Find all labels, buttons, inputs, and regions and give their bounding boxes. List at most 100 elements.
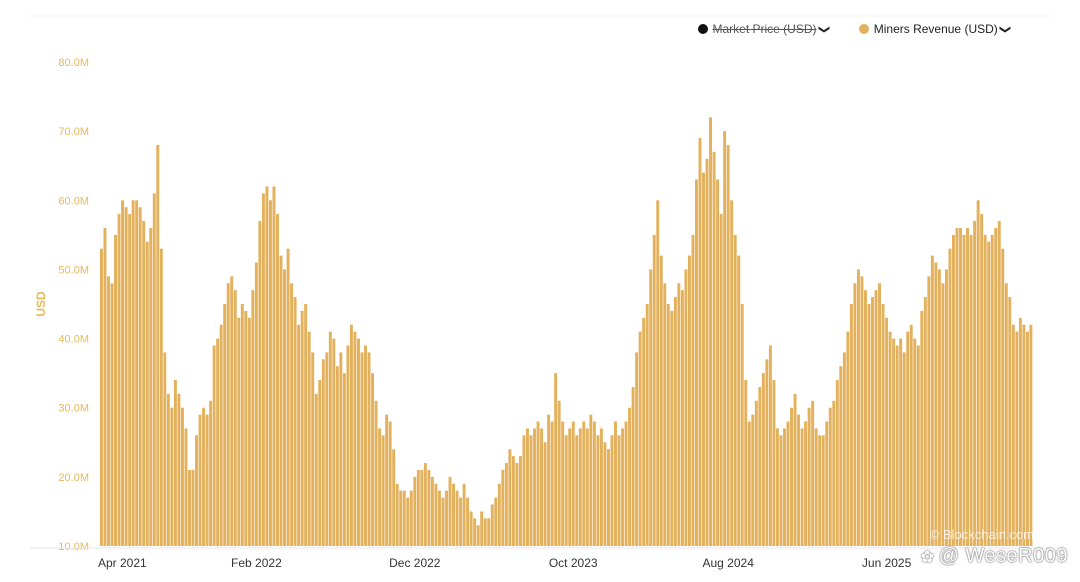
bar [709,117,713,546]
bar [416,469,420,546]
bar [589,414,593,546]
bar [853,283,857,546]
bar [434,483,438,546]
bar [606,449,610,546]
y-tick-label: 50.0M [58,264,89,276]
bar [420,469,424,546]
bar [670,310,674,546]
bar [395,483,399,546]
chevron-down-icon[interactable]: ❯ [817,24,830,34]
bar [1025,331,1029,546]
bar [117,214,121,547]
bar [1004,283,1008,546]
bar [1001,248,1005,546]
x-tick-label: Dec 2022 [389,556,441,570]
bar [624,421,628,546]
bar [360,352,364,546]
watermark-site: © Blockchain.com [929,527,1034,542]
bar [885,317,889,546]
bar [874,290,878,546]
bar [881,304,885,546]
legend-label-miners-revenue: Miners Revenue (USD) [873,22,998,36]
bar [346,345,350,546]
bar [272,186,276,546]
bar [860,276,864,546]
bar [652,234,656,547]
bar [135,200,139,547]
bar [578,428,582,546]
bar [430,476,434,546]
bar [599,428,603,546]
bar [490,504,494,546]
bar [378,428,382,546]
bar [536,421,540,546]
legend-item-market-price[interactable]: Market Price (USD) ❯ [697,22,830,36]
y-tick-label: 70.0M [58,126,89,138]
bar [423,463,427,546]
y-axis-title: USD [34,291,48,317]
bar [462,483,466,546]
bar [980,214,984,547]
bar [100,248,103,546]
x-tick-label: Feb 2022 [231,556,282,570]
bar [610,435,614,546]
bar [719,214,723,547]
bar [920,310,924,546]
bar [364,345,367,546]
bar [772,380,776,546]
bar [744,380,748,546]
bar [300,310,304,546]
bar [448,476,452,546]
bar [304,304,308,546]
bar [828,407,832,546]
bar [814,428,818,546]
bar [191,469,195,546]
bar [997,221,1001,546]
bar [399,490,403,546]
bar [684,269,688,546]
bar [283,269,286,546]
y-tick-label: 30.0M [58,403,89,415]
bar [166,393,170,546]
bar [184,428,188,546]
bar [955,227,959,546]
legend-item-miners-revenue[interactable]: Miners Revenue (USD) ❯ [858,22,1011,36]
bar [913,338,917,546]
bar [156,144,160,546]
bar [314,393,318,546]
bar [529,435,533,546]
bar [779,435,783,546]
bar [177,393,181,546]
bar [371,373,375,546]
bar [680,290,684,546]
bar [698,138,702,546]
y-tick-label: 40.0M [58,334,89,346]
bar [582,421,586,546]
bar [339,352,343,546]
bar [807,407,811,546]
bar [297,324,301,546]
bar [666,304,670,546]
bar [941,283,945,546]
bar [508,449,512,546]
bar [180,407,184,546]
bar [571,421,575,546]
chevron-down-icon[interactable]: ❯ [998,24,1011,34]
bar [441,497,445,546]
bar [466,497,470,546]
bar [413,476,417,546]
bar [321,359,325,546]
bar [864,290,867,546]
bar [775,428,779,546]
bar [501,469,505,546]
bar [318,380,322,546]
bar [286,248,290,546]
bar [459,497,463,546]
bar [152,193,156,546]
bar [554,373,558,546]
bar [476,525,480,546]
bar [702,172,705,546]
bar [990,234,994,547]
bar [716,179,720,547]
